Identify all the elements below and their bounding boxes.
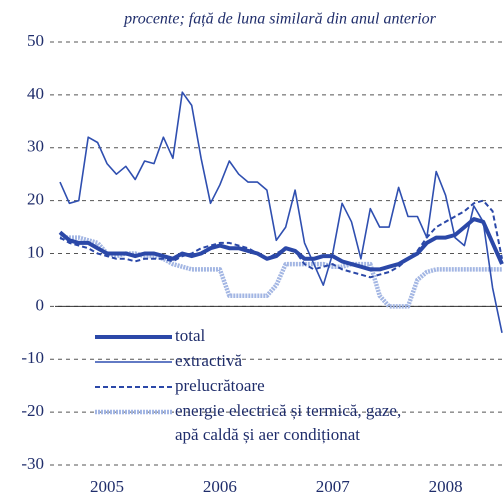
- y-tick-label: 50: [27, 31, 44, 50]
- legend-line: extractivă: [175, 351, 242, 370]
- y-tick-label: 20: [27, 190, 44, 209]
- x-tick-label: 2006: [203, 477, 237, 495]
- legend-label: energie electrică și termică, gaze, apă c…: [175, 401, 401, 444]
- x-tick-label: 2005: [90, 477, 124, 495]
- legend-label: prelucrătoare: [175, 376, 265, 395]
- series-line: [59, 91, 503, 333]
- legend-label: extractivă: [175, 351, 242, 370]
- x-tick-label: 2008: [429, 477, 463, 495]
- legend-line: apă caldă și aer condiționat: [175, 425, 360, 444]
- y-tick-label: 10: [27, 242, 44, 261]
- chart-subtitle: procente; față de luna similară din anul…: [123, 11, 437, 28]
- x-tick-label: 2007: [316, 477, 351, 495]
- legend-line: energie electrică și termică, gaze,: [175, 401, 401, 420]
- y-tick-label: 30: [27, 137, 44, 156]
- series-line: [60, 235, 502, 309]
- y-tick-label: 0: [36, 295, 45, 314]
- series-line: [58, 217, 504, 272]
- y-tick-label: -10: [21, 348, 44, 367]
- y-tick-label: 40: [27, 84, 44, 103]
- legend-line: total: [175, 326, 205, 345]
- y-tick-label: -20: [21, 401, 44, 420]
- legend-line: prelucrătoare: [175, 376, 265, 395]
- legend-label: total: [175, 326, 205, 345]
- y-tick-label: -30: [21, 454, 44, 473]
